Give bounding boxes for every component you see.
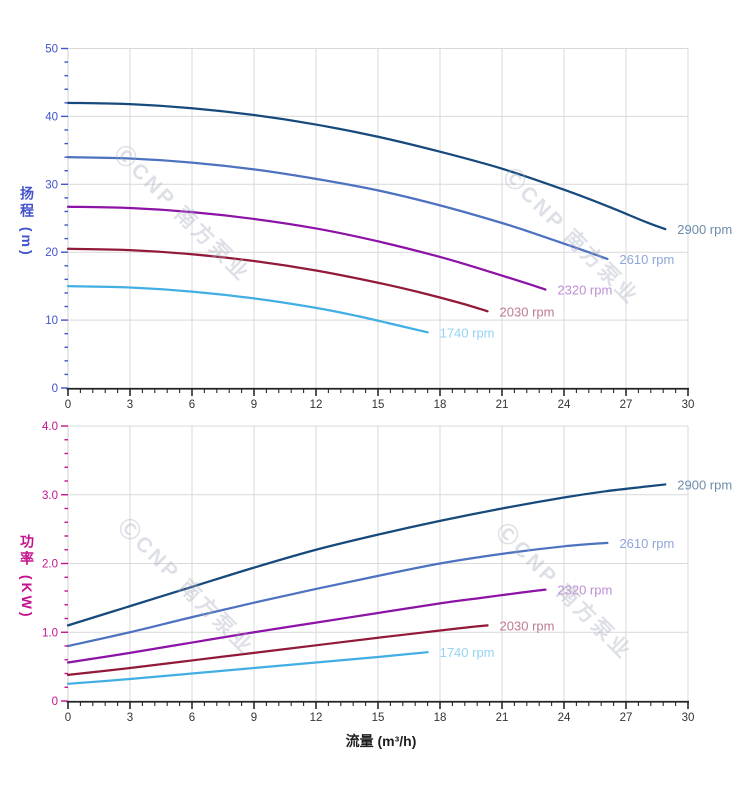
curve-1740-rpm: [66, 285, 429, 334]
curve-2030-rpm: [66, 624, 489, 676]
x-tick-label: 24: [558, 399, 571, 411]
x-tick-label: 6: [189, 399, 195, 411]
x-tick-label: 3: [127, 399, 133, 411]
x-tick-label: 3: [127, 712, 133, 724]
y-tick-label: 50: [45, 44, 58, 56]
rpm-label-2900-rpm: 2900 rpm: [677, 477, 732, 492]
x-tick-label: 15: [372, 712, 385, 724]
x-tick-label: 21: [496, 399, 509, 411]
rpm-label-2320-rpm: 2320 rpm: [557, 283, 612, 298]
power-axis-title: 功率 (KW): [19, 534, 35, 620]
flow-axis-title: 流量 (m³/h): [345, 733, 417, 749]
x-tick-label: 9: [251, 399, 257, 411]
curve-2610-rpm: [66, 541, 609, 648]
x-tick-label: 6: [189, 712, 195, 724]
y-tick-label: 40: [45, 111, 58, 123]
x-tick-label: 18: [434, 712, 447, 724]
curve-2320-rpm: [66, 588, 547, 664]
x-tick-label: 0: [65, 399, 71, 411]
y-tick-label: 10: [45, 315, 58, 327]
x-tick-label: 27: [620, 399, 633, 411]
head-axis-title: 扬程 (m): [19, 186, 35, 258]
y-tick-label: 20: [45, 247, 58, 259]
y-tick-label: 0: [52, 696, 58, 708]
y-tick-label: 2.0: [42, 559, 58, 571]
y-tick-label: 3.0: [42, 490, 58, 502]
curve-2900-rpm: [66, 483, 667, 627]
x-tick-label: 9: [251, 712, 257, 724]
x-tick-label: 30: [682, 399, 695, 411]
x-tick-label: 18: [434, 399, 447, 411]
x-tick-label: 24: [558, 712, 571, 724]
x-tick-label: 12: [310, 712, 323, 724]
x-tick-label: 15: [372, 399, 385, 411]
rpm-label-2610-rpm: 2610 rpm: [619, 536, 674, 551]
x-tick-label: 21: [496, 712, 509, 724]
y-tick-label: 0: [52, 383, 58, 395]
curve-2030-rpm: [66, 247, 489, 313]
curve-2900-rpm: [66, 101, 667, 231]
x-tick-label: 27: [620, 712, 633, 724]
rpm-label-2030-rpm: 2030 rpm: [500, 618, 555, 633]
x-tick-label: 30: [682, 712, 695, 724]
rpm-label-2900-rpm: 2900 rpm: [677, 222, 732, 237]
rpm-label-2320-rpm: 2320 rpm: [557, 583, 612, 598]
x-tick-label: 12: [310, 399, 323, 411]
y-tick-label: 4.0: [42, 421, 58, 433]
y-tick-label: 1.0: [42, 627, 58, 639]
y-tick-label: 30: [45, 179, 58, 191]
power-chart: 2900 rpm 2610 rpm 2320 rpm 2030 rpm 1740 rpm…: [42, 421, 732, 724]
x-tick-label: 0: [65, 712, 71, 724]
rpm-label-1740-rpm: 1740 rpm: [440, 325, 495, 340]
curve-2610-rpm: [66, 156, 609, 261]
rpm-label-2030-rpm: 2030 rpm: [500, 304, 555, 319]
rpm-label-2610-rpm: 2610 rpm: [619, 252, 674, 267]
curve-1740-rpm: [66, 651, 429, 685]
curve-2320-rpm: [66, 205, 547, 291]
rpm-label-1740-rpm: 1740 rpm: [440, 645, 495, 660]
